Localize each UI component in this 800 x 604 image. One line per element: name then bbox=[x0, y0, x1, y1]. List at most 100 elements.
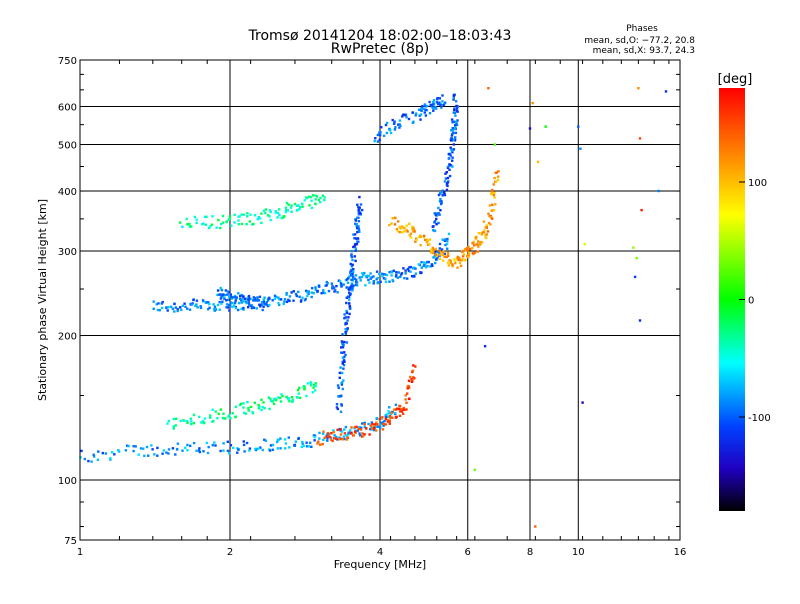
data-point bbox=[405, 224, 408, 227]
data-point bbox=[243, 297, 246, 301]
data-point bbox=[247, 306, 250, 309]
data-point bbox=[435, 107, 438, 110]
data-point bbox=[488, 204, 492, 207]
data-point bbox=[419, 118, 422, 121]
data-point bbox=[258, 217, 262, 220]
data-point bbox=[339, 410, 343, 413]
data-point bbox=[92, 455, 96, 458]
data-point bbox=[289, 206, 293, 209]
data-point bbox=[181, 449, 184, 452]
data-point bbox=[356, 237, 360, 240]
data-point bbox=[363, 423, 366, 426]
data-point bbox=[219, 297, 223, 300]
data-point bbox=[391, 271, 394, 274]
data-point bbox=[359, 279, 362, 282]
data-point bbox=[218, 308, 221, 311]
data-point bbox=[307, 445, 310, 448]
data-point bbox=[339, 282, 343, 285]
data-point bbox=[249, 213, 252, 216]
data-point bbox=[390, 222, 393, 225]
data-point bbox=[242, 295, 245, 298]
data-point bbox=[339, 366, 342, 369]
data-point bbox=[220, 302, 223, 305]
data-point bbox=[343, 360, 346, 363]
data-point bbox=[222, 296, 225, 299]
data-point bbox=[342, 359, 346, 362]
data-point bbox=[453, 107, 456, 110]
data-point bbox=[476, 250, 480, 253]
data-point bbox=[207, 308, 210, 311]
data-point bbox=[344, 316, 347, 319]
data-point bbox=[376, 133, 380, 137]
data-point bbox=[385, 131, 389, 135]
data-point bbox=[454, 126, 457, 129]
data-point bbox=[196, 306, 199, 309]
data-point bbox=[268, 407, 271, 411]
y-tick-label: 75 bbox=[64, 536, 77, 547]
data-point bbox=[311, 287, 314, 290]
data-point bbox=[388, 223, 391, 227]
data-point bbox=[367, 278, 370, 282]
data-point bbox=[321, 442, 324, 446]
data-point bbox=[428, 112, 432, 115]
data-point bbox=[269, 210, 272, 214]
data-point bbox=[240, 222, 244, 226]
data-point bbox=[388, 414, 392, 418]
data-point bbox=[305, 394, 308, 398]
data-point bbox=[455, 104, 458, 108]
data-point bbox=[317, 198, 321, 202]
data-point bbox=[389, 131, 393, 135]
data-point bbox=[424, 266, 428, 269]
data-point bbox=[340, 285, 343, 288]
data-point bbox=[271, 443, 275, 447]
data-point bbox=[401, 115, 404, 118]
data-point bbox=[400, 408, 403, 411]
data-point bbox=[234, 405, 238, 408]
data-point bbox=[443, 239, 447, 242]
data-point bbox=[481, 231, 484, 234]
data-point bbox=[483, 229, 486, 232]
data-point bbox=[231, 412, 234, 415]
data-point bbox=[266, 214, 270, 217]
data-point bbox=[534, 525, 537, 528]
data-point bbox=[272, 402, 276, 406]
y-tick-label: 100 bbox=[58, 476, 77, 487]
data-point bbox=[229, 444, 233, 447]
data-point bbox=[176, 309, 179, 313]
data-point bbox=[260, 212, 263, 215]
data-point bbox=[269, 397, 272, 401]
data-point bbox=[179, 419, 182, 423]
data-point bbox=[142, 447, 145, 450]
data-point bbox=[441, 238, 444, 241]
data-point bbox=[428, 238, 432, 241]
data-point bbox=[228, 217, 231, 221]
data-point bbox=[221, 214, 225, 218]
data-point bbox=[357, 220, 361, 223]
data-point bbox=[253, 296, 256, 300]
data-point bbox=[276, 447, 279, 450]
data-point bbox=[449, 154, 452, 157]
data-point bbox=[258, 295, 262, 298]
data-point bbox=[322, 291, 325, 294]
data-point bbox=[434, 261, 437, 265]
data-point bbox=[204, 223, 207, 226]
data-point bbox=[350, 265, 354, 268]
data-point bbox=[379, 280, 382, 283]
data-point bbox=[445, 255, 449, 259]
data-point bbox=[288, 400, 291, 403]
data-point bbox=[396, 229, 399, 233]
data-point bbox=[332, 431, 335, 434]
data-point bbox=[376, 281, 380, 284]
data-point bbox=[419, 113, 423, 116]
data-point bbox=[296, 388, 300, 392]
data-point bbox=[246, 215, 249, 218]
data-point bbox=[401, 225, 404, 228]
data-point bbox=[188, 308, 192, 311]
data-points bbox=[79, 87, 668, 528]
plot-frame bbox=[79, 59, 681, 541]
data-point bbox=[384, 280, 388, 284]
data-point bbox=[216, 293, 219, 297]
data-point bbox=[166, 309, 169, 312]
data-point bbox=[435, 223, 438, 226]
